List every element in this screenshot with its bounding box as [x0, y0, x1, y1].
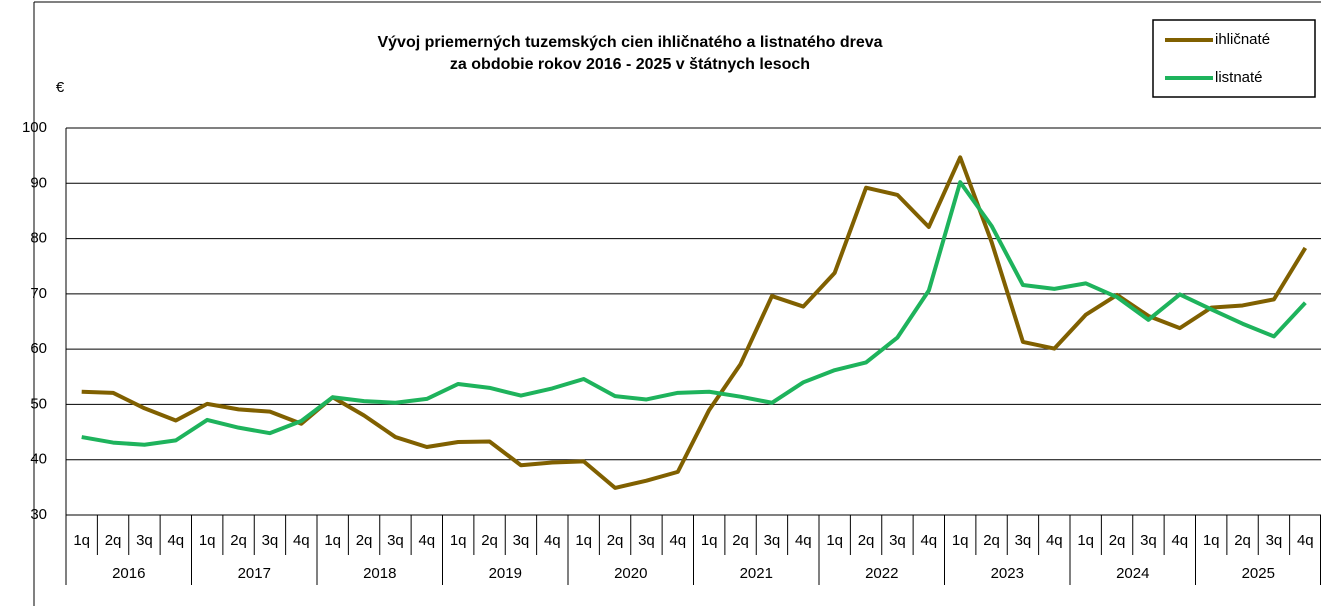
x-tick-label: 2q — [983, 532, 1000, 549]
y-tick-label: 30 — [30, 506, 47, 523]
series-line — [81, 180, 1307, 447]
x-tick-label: 4q — [418, 532, 435, 549]
year-label: 2020 — [614, 565, 647, 582]
x-tick-label: 2q — [356, 532, 373, 549]
legend-label: listnaté — [1215, 69, 1263, 86]
x-tick-label: 4q — [1046, 532, 1063, 549]
x-tick-label: 2q — [481, 532, 498, 549]
x-tick-label: 3q — [262, 532, 279, 549]
chart-title: za obdobie rokov 2016 - 2025 v štátnych … — [450, 56, 810, 73]
legend-label: ihličnaté — [1215, 31, 1270, 48]
x-tick-label: 4q — [669, 532, 686, 549]
year-label: 2022 — [865, 565, 898, 582]
x-tick-label: 1q — [1077, 532, 1094, 549]
x-tick-label: 2q — [105, 532, 122, 549]
x-tick-label: 1q — [701, 532, 718, 549]
x-tick-label: 2q — [1234, 532, 1251, 549]
x-tick-label: 1q — [324, 532, 341, 549]
year-label: 2019 — [489, 565, 522, 582]
x-tick-label: 4q — [167, 532, 184, 549]
x-tick-label: 4q — [1297, 532, 1314, 549]
chart-title: Vývoj priemerných tuzemských cien ihličn… — [377, 34, 882, 51]
legend-box — [1152, 19, 1316, 98]
x-tick-label: 3q — [764, 532, 781, 549]
x-tick-label: 2q — [607, 532, 624, 549]
y-tick-label: 40 — [30, 451, 47, 468]
x-tick-label: 3q — [1266, 532, 1283, 549]
x-tick-label: 1q — [826, 532, 843, 549]
year-label: 2016 — [112, 565, 145, 582]
x-tick-label: 3q — [638, 532, 655, 549]
x-tick-label: 2q — [858, 532, 875, 549]
x-tick-label: 1q — [450, 532, 467, 549]
x-tick-label: 4q — [920, 532, 937, 549]
x-tick-label: 3q — [1140, 532, 1157, 549]
x-tick-label: 1q — [1203, 532, 1220, 549]
series-line — [81, 155, 1308, 490]
x-tick-label: 1q — [199, 532, 216, 549]
x-tick-label: 2q — [1109, 532, 1126, 549]
x-tick-label: 4q — [1171, 532, 1188, 549]
x-tick-label: 3q — [889, 532, 906, 549]
year-label: 2017 — [238, 565, 271, 582]
x-tick-label: 4q — [795, 532, 812, 549]
year-label: 2025 — [1242, 565, 1275, 582]
year-label: 2024 — [1116, 565, 1149, 582]
y-tick-label: 60 — [30, 340, 47, 357]
x-tick-label: 4q — [293, 532, 310, 549]
year-label: 2018 — [363, 565, 396, 582]
x-tick-label: 1q — [952, 532, 969, 549]
x-tick-label: 2q — [230, 532, 247, 549]
y-tick-label: 80 — [30, 230, 47, 247]
year-label: 2023 — [991, 565, 1024, 582]
y-tick-label: 70 — [30, 285, 47, 302]
y-axis-label: € — [56, 79, 65, 96]
x-tick-label: 2q — [732, 532, 749, 549]
x-tick-label: 1q — [575, 532, 592, 549]
x-tick-label: 3q — [513, 532, 530, 549]
x-tick-label: 1q — [73, 532, 90, 549]
x-tick-label: 3q — [387, 532, 404, 549]
x-tick-label: 4q — [544, 532, 561, 549]
year-label: 2021 — [740, 565, 773, 582]
y-tick-label: 100 — [22, 119, 47, 136]
y-tick-label: 90 — [30, 174, 47, 191]
y-tick-label: 50 — [30, 395, 47, 412]
x-tick-label: 3q — [136, 532, 153, 549]
x-tick-label: 3q — [1015, 532, 1032, 549]
